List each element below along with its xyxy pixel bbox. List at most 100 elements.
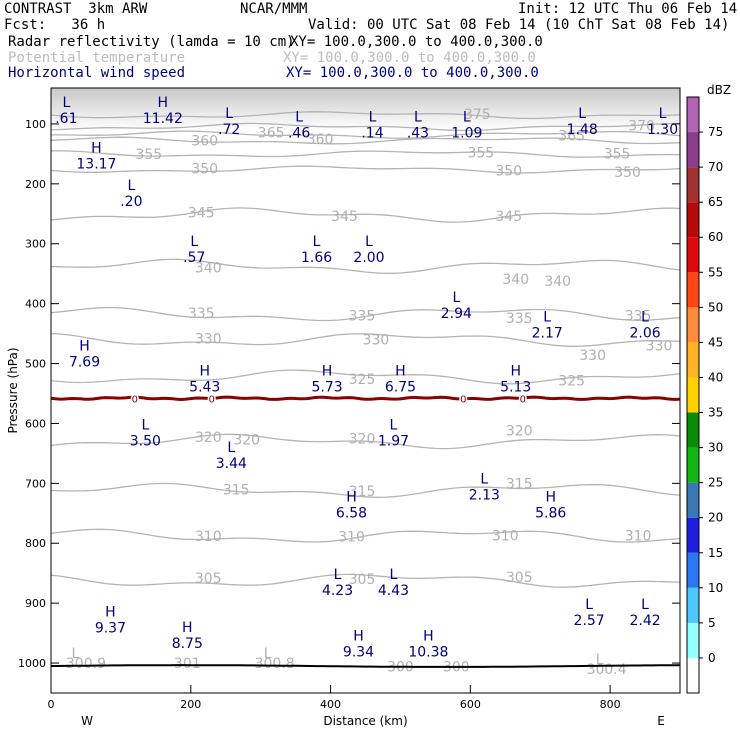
extremum-type: H <box>91 141 102 157</box>
colorbar-label: 15 <box>708 546 723 560</box>
field3-name: Horizontal wind speed <box>8 65 186 81</box>
extremum-value: 1.66 <box>301 250 332 266</box>
theta-label: 365 <box>258 125 285 141</box>
surface-theta-label: 300.8 <box>255 656 295 672</box>
theta-contour-350 <box>51 165 680 174</box>
theta-contour-325 <box>51 369 680 385</box>
wind-extremum: H11.42 <box>143 95 183 127</box>
extremum-value: .72 <box>218 122 240 138</box>
extremum-type: L <box>295 110 303 126</box>
extremum-type: L <box>190 234 198 250</box>
extremum-type: H <box>158 95 169 111</box>
colorbar-label: 5 <box>708 616 716 630</box>
zero-isotherm: 0 0 0 0 <box>50 393 681 407</box>
theta-label: 365 <box>558 128 585 144</box>
extremum-value: 2.17 <box>532 326 563 342</box>
wind-extremum: H5.13 <box>500 364 531 396</box>
theta-label: 320 <box>506 424 533 440</box>
extremum-type: H <box>79 338 90 354</box>
surface-theta-label: 301 <box>174 656 201 672</box>
colorbar-label: 60 <box>708 230 723 244</box>
theta-label: 375 <box>464 107 491 123</box>
extremum-type: H <box>182 620 193 636</box>
colorbar-swatch <box>687 517 699 553</box>
x-tick-label: 200 <box>180 698 201 711</box>
zero-isotherm-label: 0 <box>520 394 526 405</box>
theta-contour-315 <box>51 482 680 498</box>
wind-extremum: L4.43 <box>378 567 409 599</box>
colorbar-swatch <box>687 237 699 273</box>
colorbar-frame <box>686 96 700 694</box>
theta-label: 335 <box>188 306 215 322</box>
init-time: Init: 12 UTC Thu 06 Feb 14 <box>518 1 738 17</box>
extremum-value: 5.43 <box>189 380 220 396</box>
extremum-value: .20 <box>120 194 142 210</box>
west-label: W <box>81 714 93 728</box>
theta-label: 355 <box>467 146 494 162</box>
colorbar-swatch <box>687 377 699 413</box>
extremum-value: 2.00 <box>353 250 384 266</box>
y-tick-label: 100 <box>25 118 46 131</box>
wind-extremum: L1.97 <box>378 417 409 449</box>
colorbar-unit: dBZ <box>707 83 731 97</box>
colorbar-label: 65 <box>708 195 723 209</box>
wind-extremum: H6.75 <box>385 364 416 396</box>
colorbar-label: 35 <box>708 406 723 420</box>
wind-extremum: L.20 <box>120 178 142 210</box>
surface-theta-label: 300.9 <box>66 656 106 672</box>
extremum-type: H <box>353 628 364 644</box>
theta-label: 335 <box>625 309 652 325</box>
extremum-type: H <box>395 364 406 380</box>
field1-xy: XY= 100.0,300.0 to 400.0,300.0 <box>290 34 543 50</box>
x-tick-label: 0 <box>48 698 55 711</box>
theta-label: 340 <box>502 272 529 288</box>
theta-label: 340 <box>195 261 222 277</box>
theta-label: 325 <box>558 373 585 389</box>
extremum-type: L <box>62 95 70 111</box>
wind-extremum: H13.17 <box>76 141 116 173</box>
wind-extremum: H5.43 <box>189 364 220 396</box>
wind-extremum: H7.69 <box>69 338 100 370</box>
extremum-value: 4.23 <box>322 583 353 599</box>
extremum-type: L <box>578 106 586 122</box>
theta-contour-310 <box>51 528 680 543</box>
y-tick-label: 1000 <box>18 657 46 670</box>
extremum-value: 1.09 <box>451 126 482 142</box>
wind-extremum: H8.75 <box>172 620 203 652</box>
extremum-value: 5.73 <box>311 380 342 396</box>
colorbar-swatch <box>687 202 699 238</box>
y-tick-label: 400 <box>25 298 46 311</box>
theta-label: 310 <box>338 530 365 546</box>
extremum-value: 3.44 <box>216 456 247 472</box>
surface-theta-label: L <box>264 646 272 662</box>
extremum-type: L <box>641 597 649 613</box>
wind-extremum: L.72 <box>218 106 240 138</box>
wind-extremum: L1.09 <box>451 110 482 142</box>
extremum-value: 1.48 <box>567 122 598 138</box>
wind-extremum: H5.86 <box>535 489 566 521</box>
extremum-value: 2.94 <box>441 306 472 322</box>
colorbar-label: 20 <box>708 511 723 525</box>
colorbar-swatch <box>687 307 699 343</box>
theta-label: 345 <box>495 209 522 225</box>
extremum-value: .61 <box>55 111 77 127</box>
extremum-value: 6.75 <box>385 380 416 396</box>
theta-label: 330 <box>579 348 606 364</box>
colorbar-swatch <box>687 412 699 448</box>
extremum-value: .57 <box>183 250 205 266</box>
valid-time: Valid: 00 UTC Sat 08 Feb 14 (10 ChT Sat … <box>308 17 730 33</box>
plot-background <box>51 88 680 693</box>
y-tick-label: 200 <box>25 178 46 191</box>
wind-extremum: L2.42 <box>629 597 660 629</box>
theta-label: 305 <box>195 571 222 587</box>
extremum-value: 3.50 <box>130 433 161 449</box>
theta-label: 345 <box>331 209 358 225</box>
extremum-type: L <box>543 310 551 326</box>
extremum-type: H <box>346 489 357 505</box>
wind-extremum: L1.30 <box>647 106 678 138</box>
surface-theta-label: L <box>72 646 80 662</box>
extremum-value: 9.34 <box>343 644 374 660</box>
extremum-value: 8.75 <box>172 636 203 652</box>
